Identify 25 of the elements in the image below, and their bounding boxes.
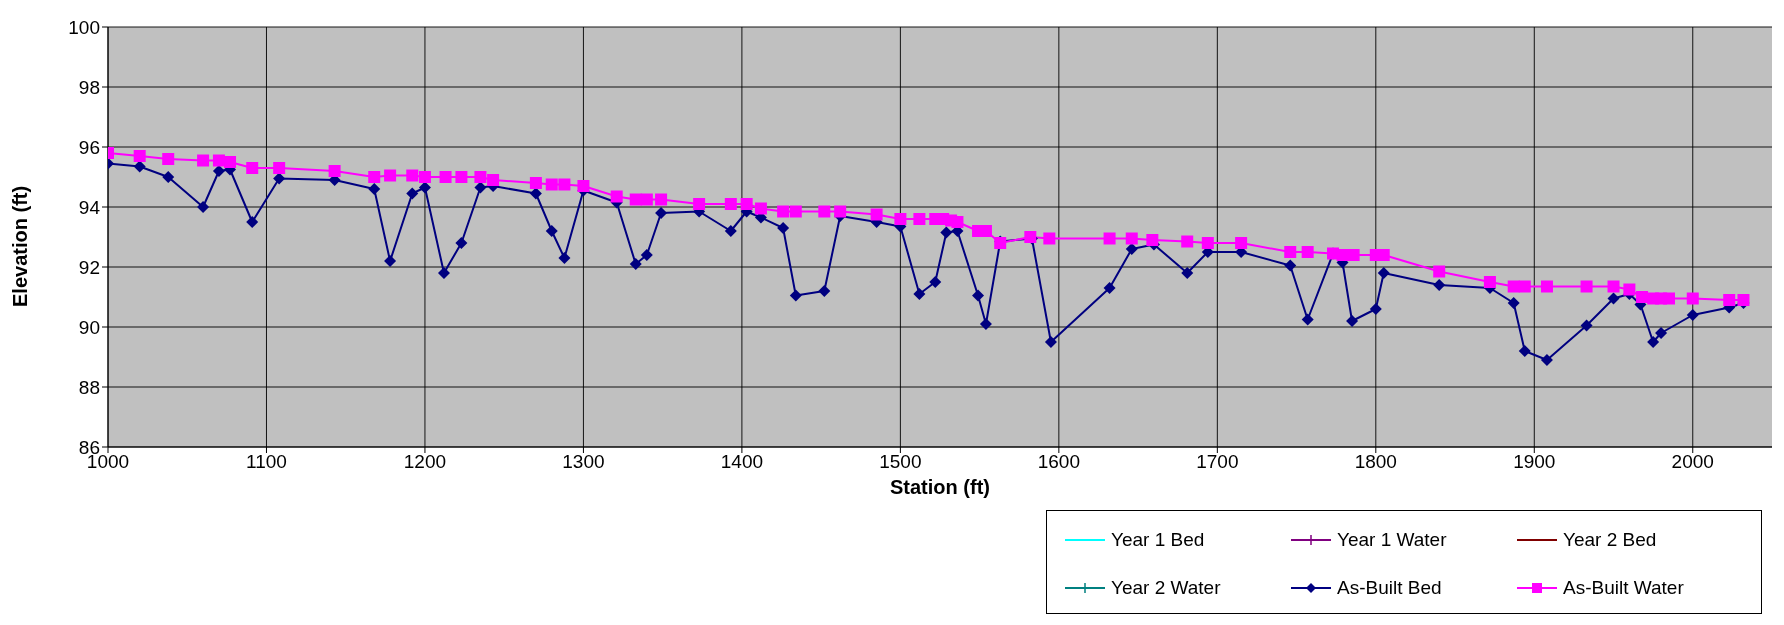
y-tick-label: 94 bbox=[78, 196, 101, 218]
x-tick-label: 1300 bbox=[562, 451, 605, 473]
x-tick-label: 1700 bbox=[1196, 451, 1239, 473]
legend-label: Year 2 Water bbox=[1111, 577, 1221, 599]
legend-label: As-Built Bed bbox=[1337, 577, 1442, 599]
x-tick-label: 2000 bbox=[1671, 451, 1714, 473]
x-tick-label: 1500 bbox=[879, 451, 922, 473]
x-tick-label: 1400 bbox=[720, 451, 764, 473]
x-axis-title: Station (ft) bbox=[889, 476, 991, 499]
y-tick-label: 88 bbox=[78, 376, 100, 398]
x-tick-label: 1200 bbox=[403, 451, 447, 473]
legend-label: Year 1 Bed bbox=[1111, 529, 1205, 551]
x-tick-label: 1900 bbox=[1513, 451, 1556, 473]
x-tick-label: 1100 bbox=[246, 451, 287, 473]
legend-label: Year 1 Water bbox=[1337, 529, 1447, 551]
legend-label: Year 2 Bed bbox=[1563, 529, 1657, 551]
y-tick-label: 96 bbox=[78, 136, 100, 158]
y-tick-label: 92 bbox=[78, 256, 100, 278]
y-tick-label: 98 bbox=[78, 76, 100, 98]
y-tick-label: 100 bbox=[68, 16, 100, 38]
y-tick-label: 90 bbox=[78, 316, 100, 338]
x-tick-label: 1800 bbox=[1354, 451, 1397, 473]
y-axis-title: Elevation (ft) bbox=[9, 185, 32, 307]
legend-label: As-Built Water bbox=[1563, 577, 1684, 599]
x-tick-label: 1600 bbox=[1037, 451, 1080, 473]
